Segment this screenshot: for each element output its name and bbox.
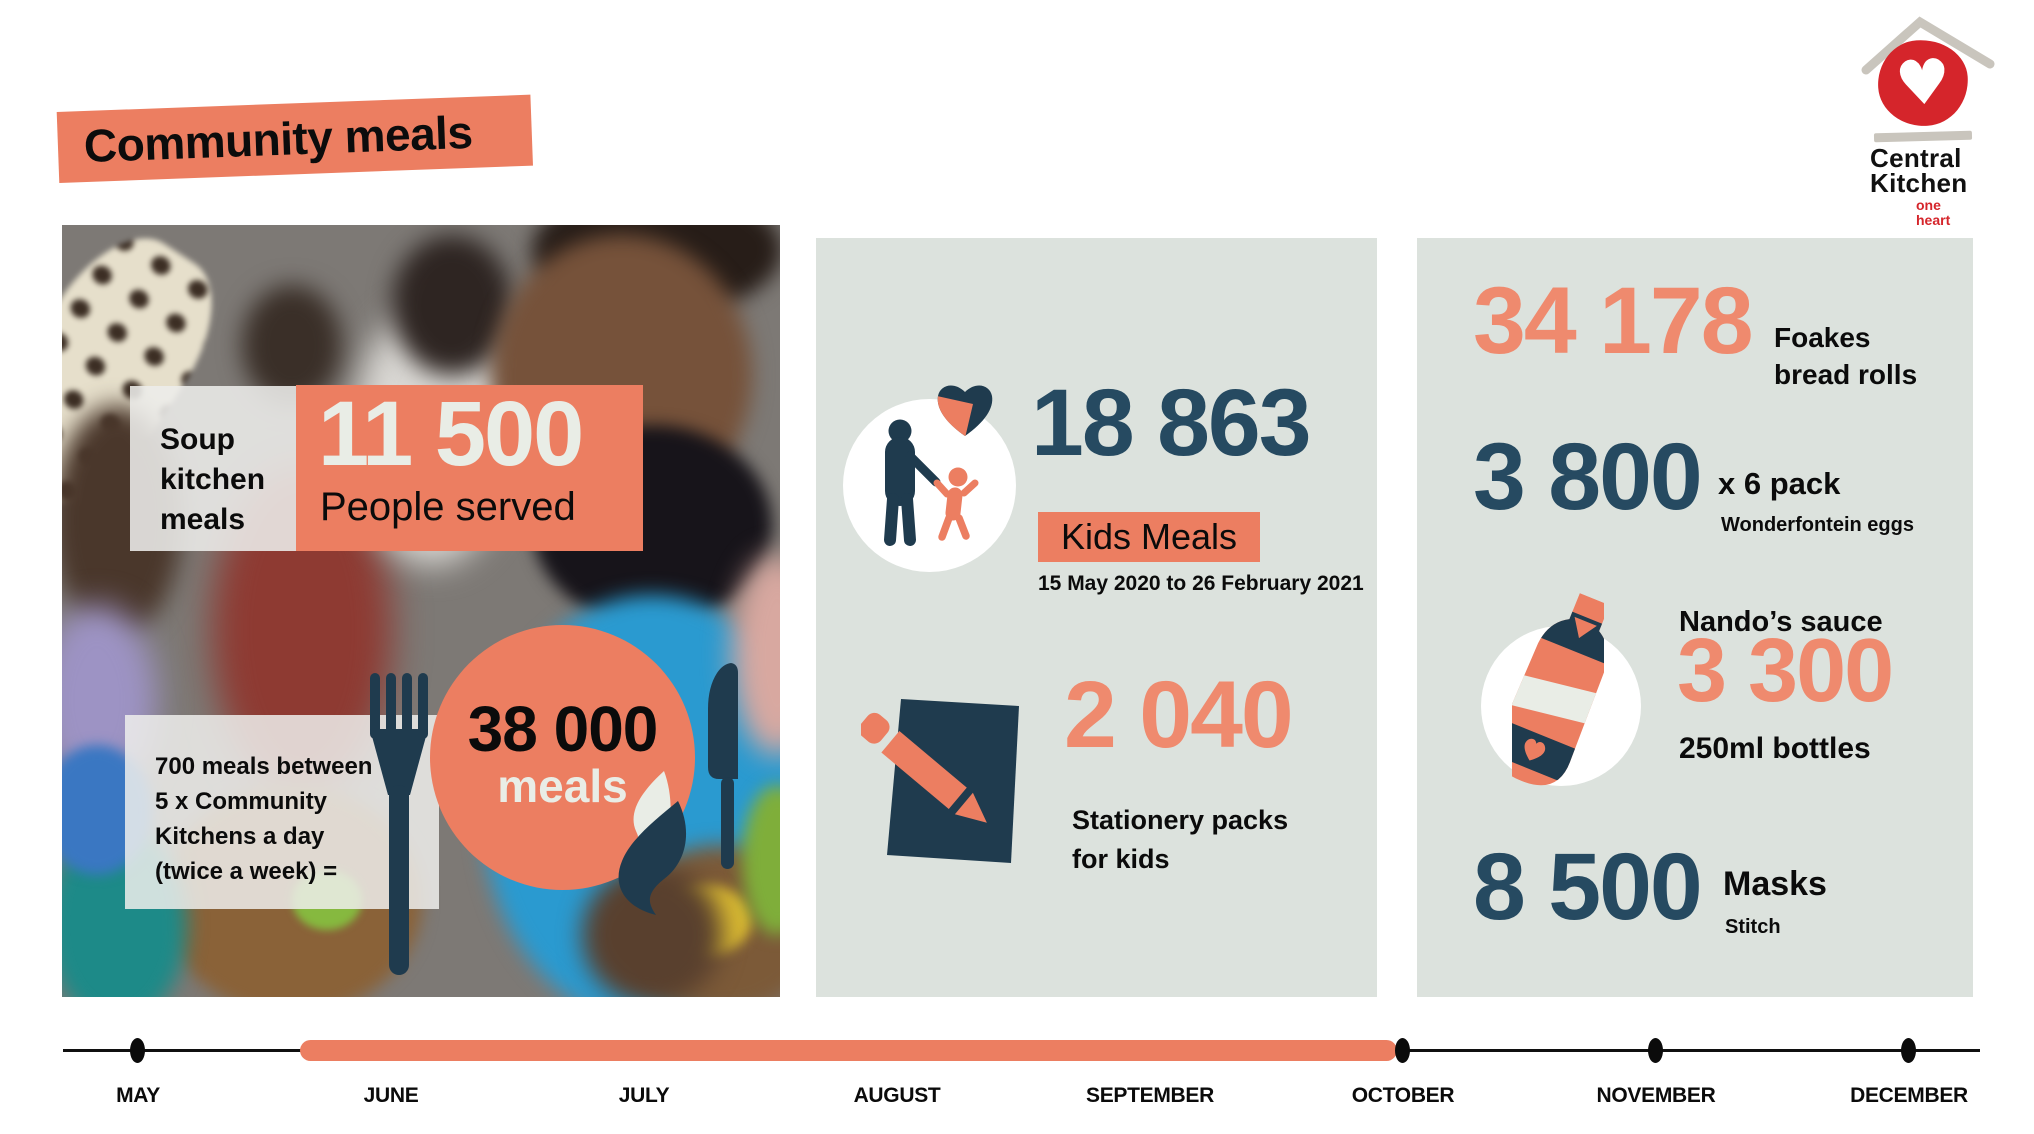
central-kitchen-logo: ♥ Central Kitchen one heart [1856,14,2006,227]
month-label-august: AUGUST [853,1084,941,1107]
timeline-dot-december [1901,1038,1916,1063]
stationery-value: 2 040 [1064,662,1294,768]
timeline-highlight-bar [300,1040,1397,1061]
knife-icon [708,663,738,869]
masks-sublabel: Stitch [1725,916,1781,938]
fork-icon [370,673,428,975]
eggs-label: x 6 pack [1718,466,1841,501]
page-title: Community meals [83,105,474,173]
bread-value: 34 178 [1473,268,1754,374]
logo-brand-text: Central Kitchen [1870,143,1968,198]
logo-underline [1873,130,1973,143]
people-served-value: 11 500 [318,383,584,485]
soup-kitchen-label: Soup kitchen meals [160,423,266,536]
adult-child-icon [884,419,979,546]
soup-kitchen-label-box: Soup kitchen meals [130,386,296,551]
bread-label: Foakes bread rolls [1774,322,1918,390]
heart-icon [937,385,993,437]
kids-panel: 18 863 Kids Meals 15 May 2020 to 26 Febr… [816,238,1377,997]
supplies-panel: 34 178 Foakes bread rolls 3 800 x 6 pack… [1417,238,1973,997]
month-label-june: JUNE [363,1084,419,1107]
month-label-september: SEPTEMBER [1086,1084,1214,1107]
meals-note: 700 meals between 5 x Community Kitchens… [155,753,373,886]
timeline-dot-october [1395,1038,1410,1063]
sauce-sublabel: 250ml bottles [1679,732,1871,765]
kids-meals-badge: Kids Meals [1038,512,1260,562]
house-roof-icon [1861,16,1995,75]
steam-icon [618,771,687,915]
masks-value: 8 500 [1473,834,1703,940]
people-served-label: People served [320,485,576,530]
month-label-may: MAY [116,1084,160,1107]
sauce-bottle-icon [1512,590,1604,790]
month-label-december: DECEMBER [1850,1084,1968,1107]
meals-label: meals [497,760,628,812]
sauce-title: Nando’s sauce [1679,606,1883,638]
sauce-value: 3 300 [1677,621,1894,721]
logo-tagline: one heart [1916,197,1951,228]
heart-glyph: ♥ [1892,44,1954,121]
title-banner: Community meals [56,94,533,183]
month-label-july: JULY [618,1084,670,1107]
kids-meals-period: 15 May 2020 to 26 February 2021 [1038,572,1364,595]
family-circle [843,399,1016,572]
month-label-november: NOVEMBER [1596,1084,1716,1107]
meals-value: 38 000 [467,693,659,765]
eggs-sublabel: Wonderfontein eggs [1721,514,1914,536]
community-photo: Soup kitchen meals 11 500 People served … [62,225,780,997]
paper-pencil-icon [861,699,1019,863]
eggs-value: 3 800 [1473,424,1703,530]
timeline-dot-november [1648,1038,1663,1063]
kids-meals-value: 18 863 [1031,370,1312,476]
people-served-box: 11 500 People served [296,385,643,551]
masks-label: Masks [1723,865,1827,903]
month-label-october: OCTOBER [1351,1084,1455,1107]
stationery-label: Stationery packs for kids [1072,805,1289,875]
timeline-dot-may [130,1038,145,1063]
